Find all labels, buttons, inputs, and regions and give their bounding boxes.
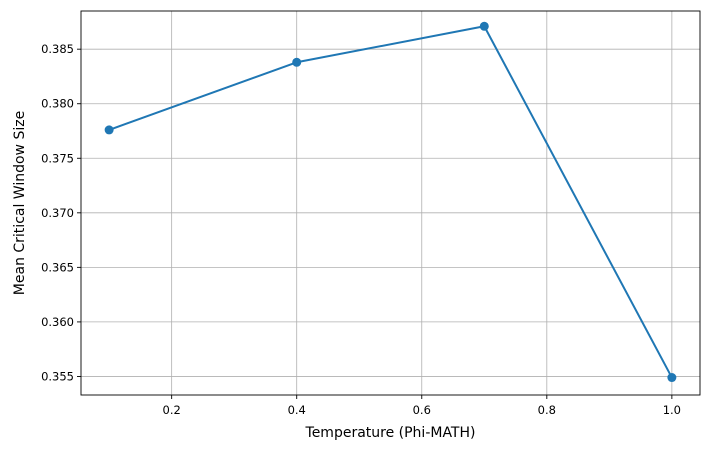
plot-frame	[80, 10, 701, 396]
data-point	[667, 373, 677, 383]
tick-labels: 0.2 0.4 0.6 0.8 1.0 0.355 0.360 0.365 0.370 0.375…	[41, 42, 681, 417]
y-tick-label: 0.360	[41, 315, 74, 329]
series-line	[108, 25, 673, 379]
y-axis-label: Mean Critical Window Size	[12, 111, 28, 295]
y-tick-label: 0.370	[41, 206, 74, 220]
data-point	[292, 57, 302, 67]
y-tick-label: 0.355	[41, 369, 74, 383]
ticks	[77, 48, 673, 399]
y-tick-label: 0.365	[41, 260, 74, 274]
x-axis-label: Temperature (Phi-MATH)	[305, 425, 476, 441]
x-tick-label: 1.0	[663, 403, 681, 417]
y-tick-label: 0.380	[41, 97, 74, 111]
x-tick-label: 0.4	[288, 403, 306, 417]
y-tick-label: 0.385	[41, 42, 74, 56]
x-tick-label: 0.8	[538, 403, 556, 417]
y-tick-label: 0.375	[41, 151, 74, 165]
series-layer	[104, 21, 677, 383]
data-point	[479, 21, 489, 31]
data-point	[104, 125, 114, 135]
x-tick-label: 0.2	[163, 403, 181, 417]
x-tick-label: 0.6	[413, 403, 431, 417]
